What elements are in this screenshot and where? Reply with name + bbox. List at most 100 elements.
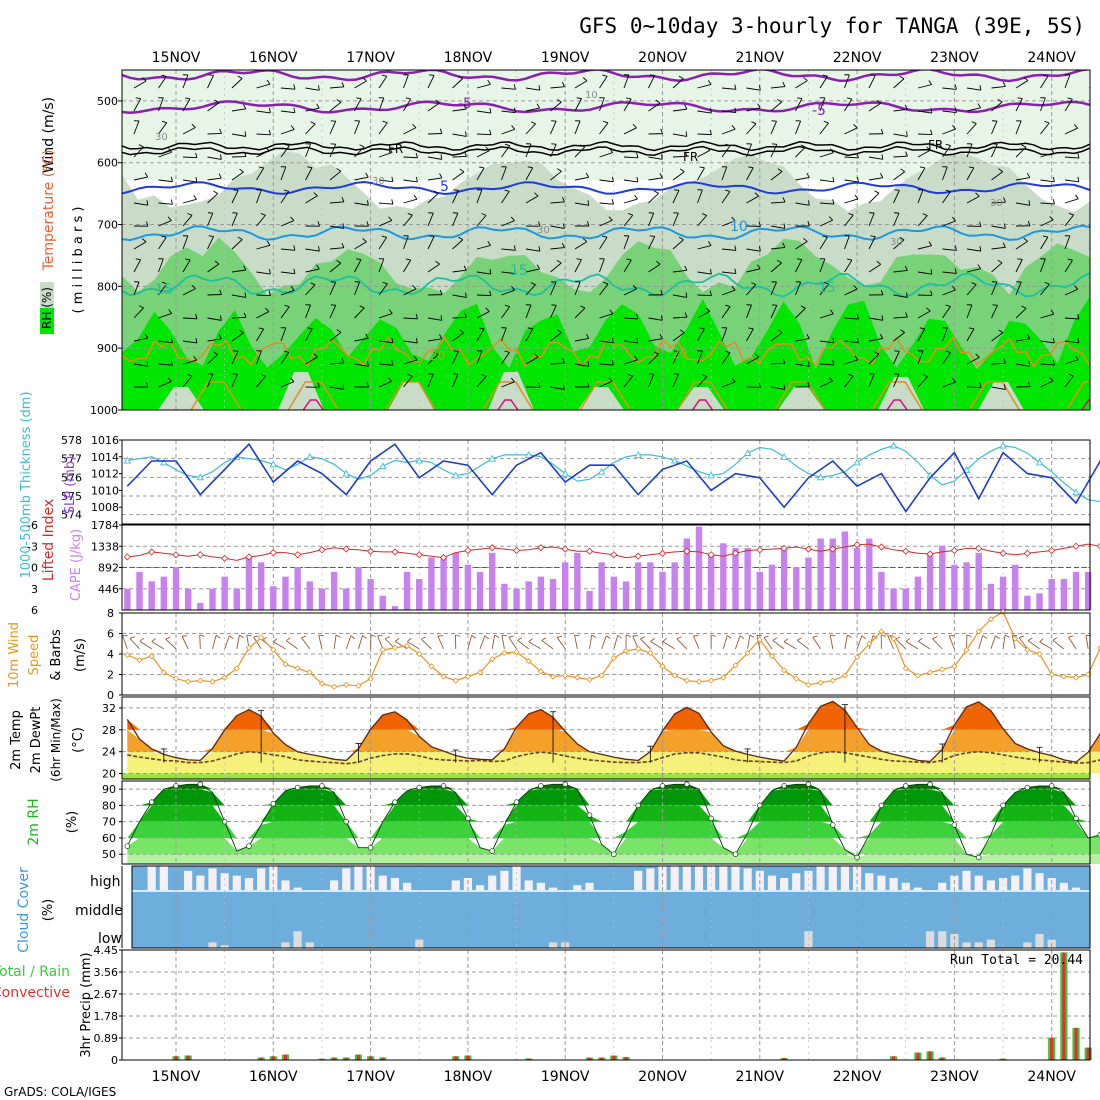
- contour-25: [871, 381, 923, 410]
- wind-barb-flag: [582, 238, 588, 242]
- cloud-high-bar: [281, 880, 290, 890]
- cloud-high-bar: [159, 866, 168, 890]
- li-point: [537, 544, 545, 552]
- wind-barb-flag: [880, 128, 884, 134]
- wind-barb: [133, 176, 148, 181]
- cape-bar: [817, 538, 824, 610]
- wind-barb-flag: [336, 168, 342, 172]
- wind-barb-flag: [193, 194, 197, 200]
- wind-barb: [550, 121, 557, 135]
- wind-barb: [1015, 363, 1030, 367]
- wind10m-point: [927, 669, 934, 676]
- thickness-point: [1035, 458, 1044, 466]
- wind10m-barb: [948, 635, 955, 650]
- li-point: [658, 549, 667, 557]
- wind-barb-flag: [1095, 352, 1100, 354]
- wind-barb: [550, 101, 562, 112]
- precip-convective-bar: [916, 1052, 920, 1060]
- cape-bar: [598, 562, 605, 610]
- cloud-high-bar: [889, 878, 898, 890]
- wind-barb-flag: [759, 85, 761, 91]
- wind10m-barb: [905, 641, 919, 650]
- wind10m-barb-flag: [215, 634, 221, 639]
- wind-barb: [770, 362, 786, 365]
- tick-label: 900: [97, 342, 118, 355]
- wind-barb-flag: [699, 166, 705, 169]
- ylabel-cloud-cover: Cloud Cover: [16, 867, 32, 953]
- tick-label-wind: 0: [107, 689, 114, 702]
- wind-barb: [427, 353, 439, 365]
- tick-label-li: -3: [27, 540, 38, 553]
- cloud-grid: [132, 866, 1090, 948]
- wind10m-point: [1097, 645, 1100, 651]
- cape-bar: [440, 557, 447, 610]
- wind-barb: [917, 215, 928, 227]
- wind-barb: [1089, 362, 1090, 365]
- wind-barb-flag: [1027, 334, 1031, 339]
- wind10m-point: [744, 649, 751, 657]
- wind-barb: [1064, 198, 1079, 204]
- cloud-low-bar: [986, 939, 995, 948]
- wind-barb-flag: [881, 154, 884, 160]
- wind-barb-flag: [284, 143, 290, 147]
- wind-barb: [942, 289, 956, 296]
- wind-barb-flag: [684, 265, 688, 271]
- wind-barb: [991, 101, 1003, 112]
- wind-barb-flag: [856, 152, 859, 159]
- wind-barb: [378, 220, 393, 227]
- li-point: [853, 541, 861, 549]
- wind-barb: [942, 220, 956, 227]
- wind-barb: [550, 144, 557, 158]
- wind10m-barb-flag: [385, 636, 390, 640]
- cape-bar: [513, 588, 520, 610]
- wind-barb-flag: [876, 260, 882, 265]
- contour-25: [579, 381, 631, 410]
- wind-barb: [403, 375, 413, 388]
- wind-barb-flag: [233, 189, 239, 191]
- precip-convective-bar: [466, 1055, 470, 1060]
- wind10m-barb: [1002, 634, 1006, 649]
- wind-barb-flag: [1074, 355, 1079, 360]
- wind-barb: [501, 110, 516, 114]
- cape-bar: [343, 588, 350, 610]
- wind10m-barb: [978, 635, 984, 650]
- rh2m-point: [489, 848, 495, 854]
- wind-barb-flag: [413, 355, 418, 361]
- precip-convective-bar: [1086, 1047, 1090, 1060]
- wind-barb: [501, 289, 515, 296]
- wind-barb: [991, 201, 1006, 204]
- wind-barb-flag: [1052, 337, 1055, 344]
- wind-barb-flag: [464, 312, 467, 318]
- upper-air-panel: -5 -5 FR FR FR 5 10 15 15 15 20 20 30 30…: [40, 69, 1100, 417]
- wind-barb: [1064, 259, 1073, 273]
- wind10m-barb-flag: [1018, 635, 1025, 639]
- wind-barb-flag: [538, 85, 541, 91]
- wind-barb-flag: [734, 268, 737, 274]
- wind-barb: [574, 281, 581, 296]
- wind-barb: [966, 304, 973, 319]
- cloud-high-bar: [634, 870, 643, 890]
- tick-label: 800: [97, 280, 118, 293]
- wind-barb-flag: [724, 189, 731, 192]
- cloud-high-bar: [257, 868, 266, 890]
- wind10m-barb: [735, 635, 741, 650]
- cloud-low-bar: [925, 931, 935, 948]
- wind10m-barb-flag: [905, 638, 911, 642]
- wind-barb: [329, 170, 342, 181]
- wind-barb: [1015, 307, 1027, 319]
- wind10m-point: [209, 678, 216, 685]
- wind-barb: [305, 123, 316, 135]
- wind-barb-flag: [146, 361, 149, 367]
- wind-barb-flag: [439, 128, 443, 134]
- wind-barb-flag: [874, 351, 880, 355]
- wind-barb: [844, 74, 850, 89]
- wind10m-barb-flag: [797, 637, 802, 641]
- wind10m-barb: [1085, 634, 1089, 649]
- wind-barb: [599, 340, 614, 344]
- wind-barb: [354, 176, 369, 181]
- rh2m-point: [294, 784, 301, 791]
- wind-barb-flag: [734, 245, 737, 251]
- cloud-high-bar: [865, 873, 874, 890]
- cape-bar: [257, 562, 265, 610]
